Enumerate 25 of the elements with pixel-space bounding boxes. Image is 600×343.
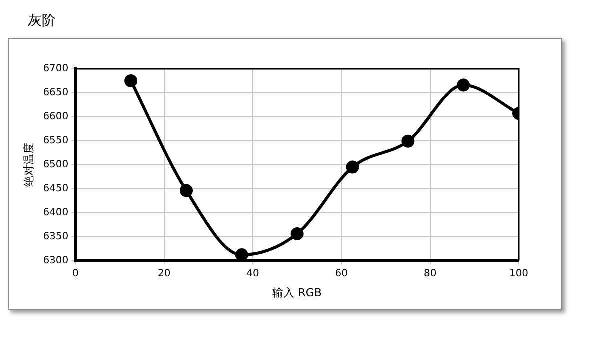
point xyxy=(346,160,360,174)
point xyxy=(235,248,248,261)
y-tick-label: 6350 xyxy=(43,231,69,242)
chart-title: 灰阶 xyxy=(27,12,57,31)
y-tick-label: 6500 xyxy=(43,159,69,170)
y-tick-label: 6650 xyxy=(43,88,69,99)
point xyxy=(402,134,415,148)
y-tick-label: 6700 xyxy=(43,64,69,75)
y-tick-label: 6300 xyxy=(43,255,69,266)
x-axis-title: 输入 RGB xyxy=(272,286,322,300)
point xyxy=(180,184,193,198)
point xyxy=(124,74,138,88)
x-tick-label: 40 xyxy=(246,268,260,280)
x-tick-label: 80 xyxy=(424,268,437,280)
y-axis-title: 绝对温度 xyxy=(22,142,36,187)
y-tick-label: 6450 xyxy=(43,183,69,194)
x-tick-label: 60 xyxy=(335,268,348,280)
y-tick-label: 6400 xyxy=(43,207,69,218)
x-tick-label: 0 xyxy=(72,268,79,280)
point xyxy=(290,227,304,240)
y-tick-label: 6550 xyxy=(43,136,69,147)
point xyxy=(457,78,470,92)
x-tick-label: 100 xyxy=(509,268,529,280)
y-tick-label: 6600 xyxy=(43,112,69,123)
x-tick-label: 20 xyxy=(158,268,171,280)
